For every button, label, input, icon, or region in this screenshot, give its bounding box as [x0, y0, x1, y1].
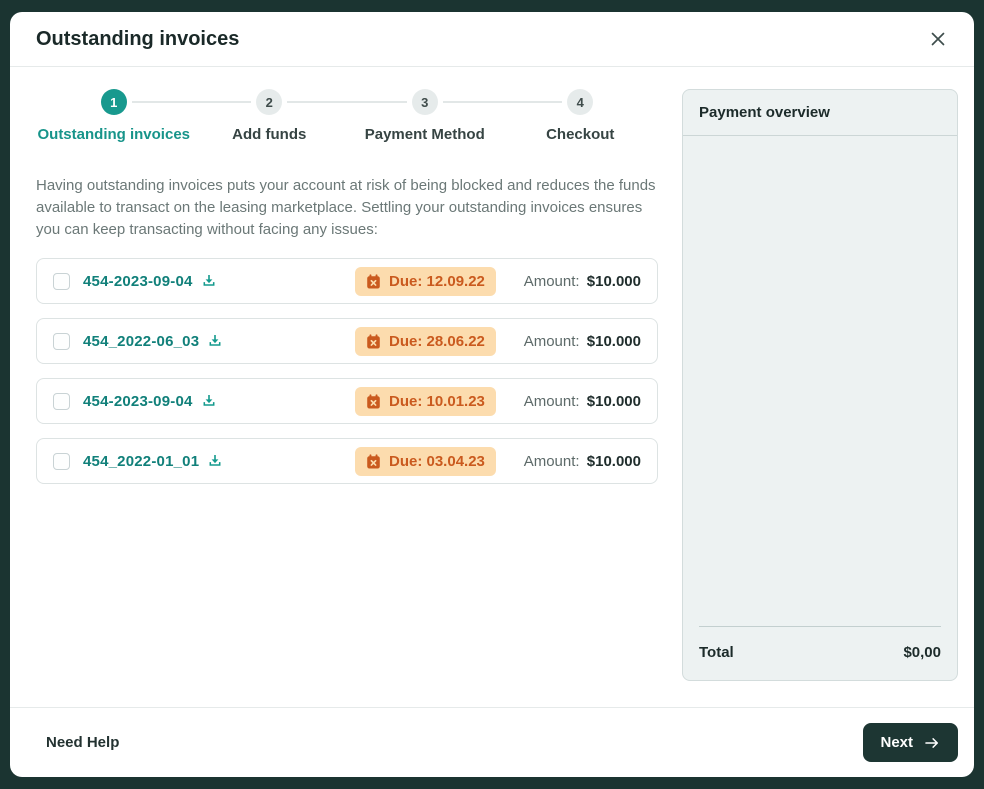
- total-label: Total: [699, 644, 734, 661]
- invoice-row-left: 454_2022-01_01: [53, 452, 355, 470]
- close-icon: [931, 32, 945, 46]
- amount-label: Amount:: [523, 452, 580, 470]
- due-date-badge: Due: 10.01.23: [355, 386, 496, 416]
- step-number: 2: [256, 89, 283, 115]
- invoice-amount: Amount: $10.000: [524, 393, 641, 410]
- amount-value: $10.000: [586, 452, 641, 470]
- modal-title: Outstanding invoices: [36, 27, 240, 50]
- payment-overview-panel: Payment overview Total $0,00: [682, 89, 958, 681]
- download-icon[interactable]: [207, 333, 223, 349]
- invoice-amount: Amount: $10.000: [524, 333, 641, 350]
- need-help-link[interactable]: Need Help: [46, 734, 120, 751]
- invoice-checkbox[interactable]: [53, 332, 70, 350]
- amount-label: Amount:: [523, 272, 580, 290]
- invoice-row: 454_2022-01_01 Due: 03.04.23 Amount: $10…: [36, 438, 658, 485]
- due-date-text: Due: 12.09.22: [389, 272, 485, 290]
- step-label: Outstanding invoices: [37, 126, 191, 143]
- step-number: 3: [411, 89, 438, 115]
- stepper-step[interactable]: 4 Checkout: [503, 89, 659, 143]
- invoice-row: 454-2023-09-04 Due: 10.01.23 Amount: $10…: [36, 378, 658, 425]
- stepper-step[interactable]: 1 Outstanding invoices: [36, 89, 251, 143]
- total-divider: [699, 626, 941, 627]
- invoice-checkbox[interactable]: [53, 272, 70, 290]
- invoice-row: 454-2023-09-04 Due: 12.09.22 Amount: $10…: [36, 258, 658, 305]
- invoice-row: 454_2022-06_03 Due: 28.06.22 Amount: $10…: [36, 318, 658, 365]
- payment-overview-footer: Total $0,00: [683, 626, 957, 680]
- step-number: 4: [567, 89, 594, 115]
- due-date-badge: Due: 03.04.23: [355, 446, 496, 476]
- amount-value: $10.000: [586, 332, 641, 350]
- arrow-right-icon: [925, 737, 939, 748]
- amount-value: $10.000: [586, 392, 641, 410]
- invoice-row-left: 454-2023-09-04: [53, 392, 355, 410]
- download-icon[interactable]: [207, 453, 223, 469]
- modal-body: 1 Outstanding invoices 2 Add funds 3 Pay…: [10, 67, 974, 707]
- calendar-x-icon: [367, 454, 380, 469]
- step-label: Add funds: [232, 126, 307, 143]
- step-label: Checkout: [546, 126, 615, 143]
- invoice-amount: Amount: $10.000: [524, 453, 641, 470]
- step-label: Payment Method: [364, 126, 485, 143]
- step-number: 1: [100, 89, 127, 115]
- invoice-amount: Amount: $10.000: [524, 273, 641, 290]
- stepper-step[interactable]: 3 Payment Method: [347, 89, 562, 143]
- calendar-x-icon: [367, 394, 380, 409]
- modal-header: Outstanding invoices: [10, 12, 974, 67]
- modal-footer: Need Help Next: [10, 707, 974, 777]
- due-date-badge: Due: 12.09.22: [355, 266, 496, 296]
- next-button[interactable]: Next: [863, 723, 958, 762]
- main-content: 1 Outstanding invoices 2 Add funds 3 Pay…: [36, 89, 658, 681]
- payment-overview-title: Payment overview: [683, 90, 957, 136]
- calendar-x-icon: [367, 334, 380, 349]
- invoice-checkbox[interactable]: [53, 392, 70, 410]
- next-button-label: Next: [880, 734, 913, 751]
- amount-value: $10.000: [586, 272, 641, 290]
- total-row: Total $0,00: [683, 627, 957, 680]
- amount-label: Amount:: [523, 392, 580, 410]
- download-icon[interactable]: [201, 273, 217, 289]
- invoice-row-left: 454_2022-06_03: [53, 332, 355, 350]
- invoice-name[interactable]: 454-2023-09-04: [83, 272, 193, 290]
- amount-label: Amount:: [523, 332, 580, 350]
- due-date-text: Due: 03.04.23: [389, 452, 485, 470]
- total-value: $0,00: [903, 644, 941, 661]
- close-button[interactable]: [922, 23, 954, 55]
- invoice-checkbox[interactable]: [53, 452, 70, 470]
- invoice-name[interactable]: 454-2023-09-04: [83, 392, 193, 410]
- invoice-row-left: 454-2023-09-04: [53, 272, 355, 290]
- due-date-text: Due: 10.01.23: [389, 392, 485, 410]
- calendar-x-icon: [367, 274, 380, 289]
- invoice-name[interactable]: 454_2022-06_03: [83, 332, 200, 350]
- invoice-name[interactable]: 454_2022-01_01: [83, 452, 200, 470]
- download-icon[interactable]: [201, 393, 217, 409]
- invoice-list: 454-2023-09-04 Due: 12.09.22 Amount: $10…: [36, 258, 658, 485]
- due-date-badge: Due: 28.06.22: [355, 326, 496, 356]
- due-date-text: Due: 28.06.22: [389, 332, 485, 350]
- stepper: 1 Outstanding invoices 2 Add funds 3 Pay…: [36, 89, 658, 143]
- description-text: Having outstanding invoices puts your ac…: [36, 177, 656, 238]
- payment-overview-body: [683, 136, 957, 626]
- stepper-step[interactable]: 2 Add funds: [192, 89, 407, 143]
- outstanding-invoices-modal: Outstanding invoices 1 Outstanding invoi…: [10, 12, 974, 777]
